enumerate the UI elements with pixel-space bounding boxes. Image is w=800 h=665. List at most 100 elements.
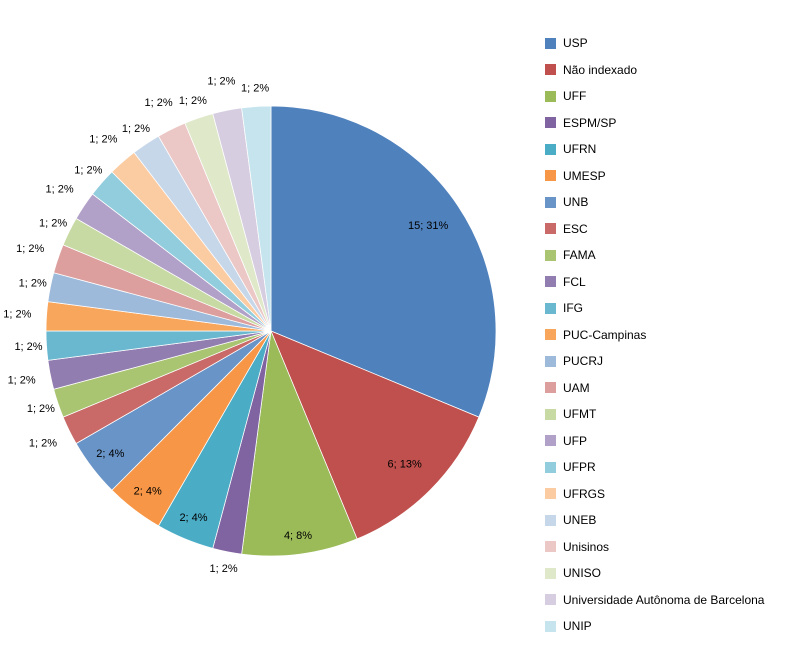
legend-label: UFRN: [563, 142, 597, 157]
legend-label: FCL: [563, 274, 586, 289]
slice-label-esc: 1; 2%: [29, 437, 57, 449]
legend-item-ufpr: UFPR: [545, 454, 764, 481]
legend-swatch: [545, 514, 556, 526]
legend-swatch: [545, 461, 556, 473]
slice-label-puc-campinas: 1; 2%: [3, 308, 31, 320]
legend-item-usp: USP: [545, 30, 764, 57]
legend-swatch: [545, 435, 556, 447]
slice-label-fama: 1; 2%: [27, 403, 55, 415]
legend-label: PUC-Campinas: [563, 327, 647, 342]
pie-slice-labels: 15; 31% 6; 13% 4; 8% 1; 2% 2; 4% 2; 4% 2; 4% 1;…: [3, 76, 448, 576]
legend-label: UNISO: [563, 566, 602, 581]
slice-label-ufrgs: 1; 2%: [89, 134, 117, 146]
slice-label-espm-sp: 1; 2%: [210, 563, 238, 575]
slice-label-pucrj: 1; 2%: [19, 277, 47, 289]
legend-swatch: [545, 143, 556, 155]
legend-swatch: [545, 37, 556, 49]
slice-label-fcl: 1; 2%: [8, 375, 36, 387]
legend-item-ufrgs: UFRGS: [545, 481, 764, 508]
slice-label-ufmt: 1; 2%: [39, 217, 67, 229]
legend-item-uniso: UNISO: [545, 560, 764, 587]
slice-label-n-o-indexado: 6; 13%: [388, 459, 422, 471]
legend-swatch: [545, 329, 556, 341]
pie-slice-uff: [241, 329, 358, 557]
pie-slice-usp: [270, 105, 497, 418]
legend-swatch: [545, 541, 556, 553]
legend-item-umesp: UMESP: [545, 163, 764, 190]
legend-swatch: [545, 488, 556, 500]
legend-item-unip: UNIP: [545, 613, 764, 640]
legend-label: UAM: [563, 380, 590, 395]
legend-item-ifg: IFG: [545, 295, 764, 322]
legend-item-uff: UFF: [545, 83, 764, 110]
pie-slice-n-o-indexado: [270, 330, 480, 540]
legend-swatch: [545, 355, 556, 367]
legend-label: UNEB: [563, 513, 597, 528]
slice-label-unip: 1; 2%: [241, 82, 269, 94]
legend-swatch: [545, 223, 556, 235]
legend-label: ESC: [563, 221, 588, 236]
slice-label-ufpr: 1; 2%: [74, 165, 102, 177]
legend-item-ufmt: UFMT: [545, 401, 764, 428]
slice-label-uff: 4; 8%: [284, 530, 312, 542]
legend-item-fama: FAMA: [545, 242, 764, 269]
legend-label: Não indexado: [563, 62, 638, 77]
legend-swatch: [545, 196, 556, 208]
slice-label-ifg: 1; 2%: [14, 341, 42, 353]
slice-label-ufrn: 2; 4%: [179, 512, 207, 524]
legend-item-ufrn: UFRN: [545, 136, 764, 163]
slice-label-uam: 1; 2%: [16, 243, 44, 255]
legend-swatch: [545, 302, 556, 314]
pie-slice-unip: [241, 105, 272, 332]
legend-label: UFP: [563, 433, 587, 448]
legend-label: UFF: [563, 89, 587, 104]
legend-item-pucrj: PUCRJ: [545, 348, 764, 375]
legend-label: UNIP: [563, 619, 592, 634]
legend-swatch: [545, 276, 556, 288]
legend-label: IFG: [563, 301, 583, 316]
legend-item-ufp: UFP: [545, 428, 764, 455]
slice-label-unb: 2; 4%: [96, 448, 124, 460]
legend-swatch: [545, 117, 556, 129]
legend-item-espm-sp: ESPM/SP: [545, 110, 764, 137]
slice-label-usp: 15; 31%: [408, 220, 449, 232]
legend-label: UMESP: [563, 168, 606, 183]
legend-item-puc-campinas: PUC-Campinas: [545, 322, 764, 349]
legend-item-universidade-aut-noma-de-barcelona: Universidade Autônoma de Barcelona: [545, 587, 764, 614]
legend-label: UFRGS: [563, 486, 605, 501]
legend-label: USP: [563, 36, 588, 51]
legend-item-esc: ESC: [545, 216, 764, 243]
slice-label-uniso: 1; 2%: [179, 95, 207, 107]
legend: USP Não indexado UFF ESPM/SP UFRN UMESP UNB ESC…: [545, 30, 764, 640]
legend-swatch: [545, 249, 556, 261]
legend-label: UNB: [563, 195, 589, 210]
slice-label-unisinos: 1; 2%: [144, 97, 172, 109]
legend-item-unisinos: Unisinos: [545, 534, 764, 561]
slice-label-umesp: 2; 4%: [134, 486, 162, 498]
legend-swatch: [545, 90, 556, 102]
legend-label: ESPM/SP: [563, 115, 617, 130]
legend-label: PUCRJ: [563, 354, 604, 369]
legend-label: UFMT: [563, 407, 597, 422]
legend-item-fcl: FCL: [545, 269, 764, 296]
legend-label: Universidade Autônoma de Barcelona: [563, 592, 765, 607]
legend-swatch: [545, 567, 556, 579]
legend-label: UFPR: [563, 460, 596, 475]
legend-swatch: [545, 408, 556, 420]
legend-label: Unisinos: [563, 539, 610, 554]
legend-swatch: [545, 594, 556, 606]
legend-swatch: [545, 382, 556, 394]
slice-label-ufp: 1; 2%: [46, 184, 74, 196]
slice-label-uneb: 1; 2%: [122, 123, 150, 135]
legend-swatch: [545, 620, 556, 632]
slice-label-universidade-aut-noma-de-barcelona: 1; 2%: [207, 76, 235, 88]
pie-slices: [45, 105, 497, 557]
legend-swatch: [545, 64, 556, 76]
legend-item-uneb: UNEB: [545, 507, 764, 534]
legend-item-n-o-indexado: Não indexado: [545, 57, 764, 84]
legend-label: FAMA: [563, 248, 596, 263]
legend-item-uam: UAM: [545, 375, 764, 402]
legend-item-unb: UNB: [545, 189, 764, 216]
